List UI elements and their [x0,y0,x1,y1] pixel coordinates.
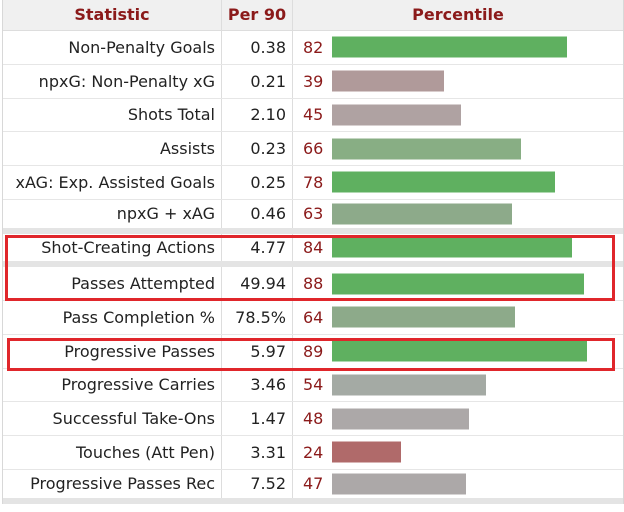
percentile-value: 88 [303,274,324,294]
percentile-value: 78 [303,172,324,192]
stat-name: Progressive Carries [3,368,222,402]
per90-value: 2.10 [222,98,293,132]
per90-value: 3.31 [222,436,293,469]
stat-name: npxG: Non-Penalty xG [3,64,222,98]
table-row: Shots Total 2.10 45 [3,98,623,133]
percentile-value: 84 [303,237,324,257]
per90-value: 0.21 [222,64,293,98]
stat-name: Touches (Att Pen) [3,436,222,469]
per90-value: 7.52 [222,469,293,498]
table-row: Non-Penalty Goals 0.38 82 [3,31,623,65]
stat-name: Successful Take-Ons [3,402,222,435]
percentile-bar [332,70,444,92]
table-row: Successful Take-Ons 1.47 48 [3,402,623,436]
percentile-bar [332,104,461,126]
percentile-bar [332,306,515,328]
percentile-bar [332,340,587,362]
header-percentile[interactable]: Percentile [412,5,504,24]
stat-name: xAG: Exp. Assisted Goals [3,166,222,199]
percentile-value: 54 [303,375,324,395]
per90-value: 0.46 [222,199,293,228]
stat-name: Pass Completion % [3,301,222,334]
table-body: Non-Penalty Goals 0.38 82 npxG: Non-Penalty… [3,31,623,504]
table-row: Assists 0.23 66 [3,132,623,166]
table-row: Passes Attempted 49.94 88 [3,267,623,301]
per90-value: 4.77 [222,233,293,262]
percentile-value: 63 [303,204,324,224]
percentile-value: 24 [303,442,324,462]
stat-name: Progressive Passes [3,334,222,368]
percentile-value: 47 [303,474,324,494]
table-row: Touches (Att Pen) 3.31 24 [3,436,623,470]
stat-name: Shots Total [3,98,222,132]
per90-value: 5.97 [222,334,293,368]
stat-name: Progressive Passes Rec [3,469,222,498]
percentile-bar [332,203,512,225]
stat-name: npxG + xAG [3,199,222,228]
percentile-value: 66 [303,139,324,159]
percentile-bar [332,408,469,430]
per90-value: 0.38 [222,31,293,64]
stat-name: Shot-Creating Actions [3,233,222,262]
table-row: Pass Completion % 78.5% 64 [3,301,623,335]
stat-name: Assists [3,132,222,165]
per90-value: 1.47 [222,402,293,435]
header-per90[interactable]: Per 90 [222,0,293,30]
percentile-value: 89 [303,341,324,361]
header-statistic[interactable]: Statistic [3,0,222,30]
percentile-value: 82 [303,37,324,57]
table-row: Progressive Passes 5.97 89 [3,334,623,369]
percentile-value: 45 [303,105,324,125]
percentile-value: 39 [303,71,324,91]
percentile-bar [332,138,521,160]
percentile-bar [332,441,401,463]
table-row: xAG: Exp. Assisted Goals 0.25 78 [3,166,623,200]
percentile-bar [332,473,466,495]
percentile-value: 64 [303,307,324,327]
table-row: npxG + xAG 0.46 63 [3,199,623,234]
per90-value: 78.5% [222,301,293,334]
table-row: Shot-Creating Actions 4.77 84 [3,233,623,268]
table-row: Progressive Passes Rec 7.52 47 [3,469,623,504]
per90-value: 3.46 [222,368,293,402]
percentile-bar [332,236,572,258]
percentile-bar [332,273,584,295]
percentile-bar [332,171,555,193]
per90-value: 0.25 [222,166,293,199]
per90-value: 49.94 [222,267,293,300]
stat-name: Non-Penalty Goals [3,31,222,64]
percentile-value: 48 [303,409,324,429]
table-header: Statistic Per 90 Percentile [3,0,623,31]
table-row: Progressive Carries 3.46 54 [3,368,623,403]
stat-name: Passes Attempted [3,267,222,300]
percentile-bar [332,374,486,396]
per90-value: 0.23 [222,132,293,165]
percentile-bar [332,36,567,58]
table-row: npxG: Non-Penalty xG 0.21 39 [3,64,623,99]
